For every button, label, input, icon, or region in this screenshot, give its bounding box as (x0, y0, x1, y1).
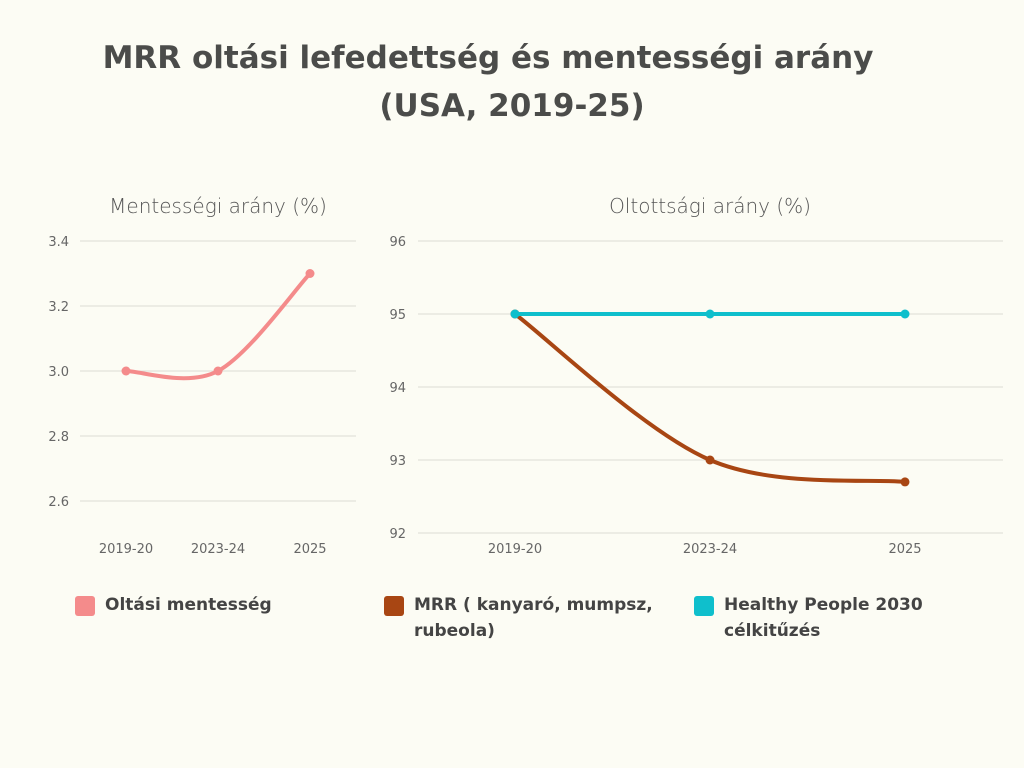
legend-item-healthy-people: Healthy People 2030 célkitűzés (694, 595, 923, 644)
y-tick-label-coverage: 95 (389, 308, 406, 323)
y-tick-label-exemption: 3.4 (48, 235, 69, 250)
x-tick-label-coverage: 2019-20 (488, 542, 542, 557)
y-tick-label-exemption: 2.8 (48, 430, 69, 445)
legend-label-exemption: Oltási mentesség (105, 595, 272, 615)
data-point-coverage-1 (900, 309, 910, 319)
y-tick-label-coverage: 96 (389, 235, 406, 250)
legend-label-healthy-people: Healthy People 2030 célkitűzés (724, 595, 923, 641)
chart-title-coverage: Oltottsági arány (%) (609, 194, 811, 218)
page-title: MRR oltási lefedettség és mentességi ará… (0, 34, 1024, 130)
x-tick-label-exemption: 2023-24 (191, 542, 245, 557)
legend-swatch-mrr (384, 596, 404, 616)
data-point-coverage-1 (705, 309, 715, 319)
data-point-coverage-1 (510, 309, 520, 319)
chart-title-exemption: Mentességi arány (%) (109, 194, 327, 218)
y-tick-label-coverage: 93 (389, 454, 406, 469)
legend-item-exemption: Oltási mentesség (75, 595, 272, 618)
x-tick-label-exemption: 2019-20 (99, 542, 153, 557)
x-tick-label-exemption: 2025 (293, 542, 326, 557)
title-line-1: MRR oltási lefedettség és mentességi ará… (102, 40, 874, 76)
x-tick-label-coverage: 2025 (888, 542, 921, 557)
data-point-exemption-0 (305, 269, 315, 278)
y-tick-label-exemption: 3.2 (48, 300, 69, 315)
data-point-coverage-0 (705, 455, 715, 465)
data-point-coverage-0 (900, 477, 910, 487)
title-line-2: (USA, 2019-25) (379, 88, 645, 124)
legend-swatch-exemption (75, 596, 95, 616)
data-point-exemption-0 (213, 366, 223, 376)
legend-swatch-healthy-people (694, 596, 714, 616)
y-tick-label-coverage: 94 (389, 381, 406, 396)
legend-label-mrr: MRR ( kanyaró, mumpsz, rubeola) (414, 595, 653, 641)
y-tick-label-exemption: 3.0 (48, 365, 69, 380)
legend-item-mrr: MRR ( kanyaró, mumpsz, rubeola) (384, 595, 653, 644)
y-tick-label-coverage: 92 (389, 527, 406, 542)
data-point-exemption-0 (121, 366, 131, 376)
x-tick-label-coverage: 2023-24 (683, 542, 737, 557)
series-line-exemption-0 (124, 271, 312, 381)
y-tick-label-exemption: 2.6 (48, 495, 69, 510)
